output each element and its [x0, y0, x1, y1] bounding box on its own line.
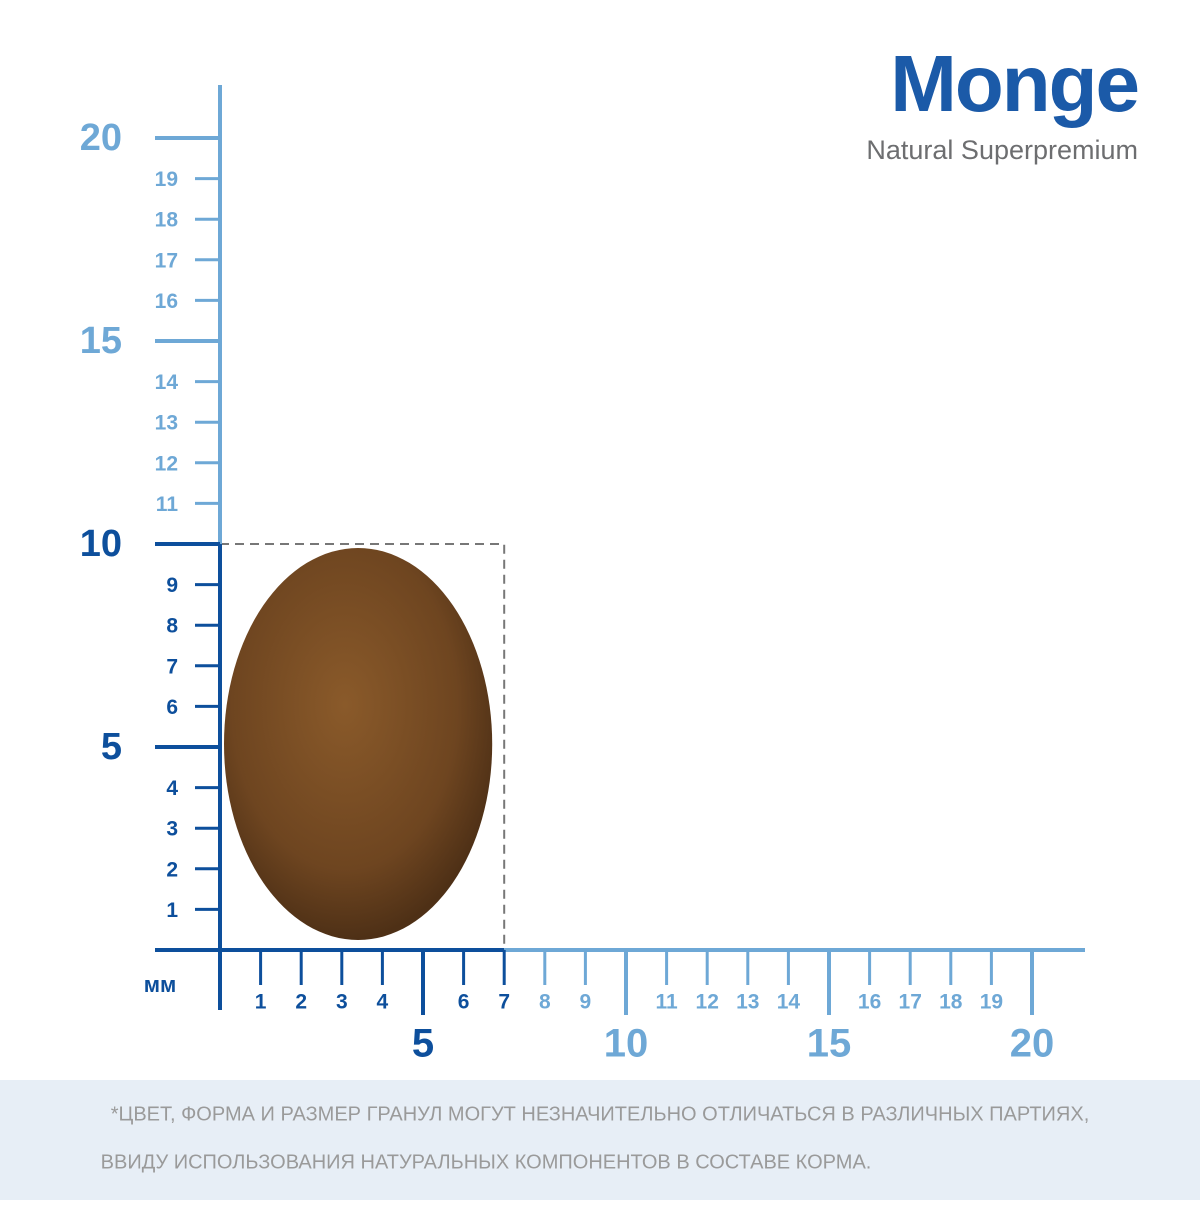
y-tick-label: 13 [155, 412, 178, 435]
y-tick-label: 2 [166, 858, 178, 881]
y-tick-label: 17 [155, 249, 178, 272]
y-tick-label: 1 [166, 899, 178, 922]
x-tick-label: 15 [807, 1022, 852, 1066]
x-tick-label: 14 [777, 991, 801, 1014]
x-tick-label: 7 [498, 991, 510, 1014]
footnote-line: *ЦВЕТ, ФОРМА И РАЗМЕР ГРАНУЛ МОГУТ НЕЗНА… [111, 1103, 1090, 1125]
y-tick-label: 16 [155, 290, 178, 313]
x-tick-label: 8 [539, 991, 551, 1014]
x-tick-label: 11 [655, 991, 678, 1014]
y-tick-label: 9 [166, 574, 178, 597]
y-tick-label: 10 [80, 523, 122, 565]
kibble [224, 548, 493, 940]
unit-label: мм [144, 972, 177, 997]
x-tick-label: 16 [858, 991, 881, 1014]
y-tick-label: 6 [166, 696, 178, 719]
y-tick-label: 3 [166, 818, 178, 841]
x-tick-label: 9 [580, 991, 592, 1014]
x-tick-label: 1 [255, 991, 267, 1014]
x-tick-label: 12 [696, 991, 719, 1014]
x-tick-label: 4 [377, 991, 389, 1014]
x-tick-label: 18 [939, 991, 963, 1014]
y-tick-label: 8 [166, 615, 178, 638]
brand-logo: Monge [890, 39, 1138, 128]
y-tick-label: 7 [166, 655, 178, 678]
y-tick-label: 18 [155, 209, 179, 232]
y-tick-label: 12 [155, 452, 178, 475]
x-tick-label: 10 [604, 1022, 649, 1066]
y-tick-label: 19 [155, 168, 178, 191]
x-tick-label: 2 [295, 991, 307, 1014]
y-tick-label: 20 [80, 117, 122, 159]
y-tick-label: 4 [166, 777, 178, 800]
x-tick-label: 17 [899, 991, 922, 1014]
footnote-line: ВВИДУ ИСПОЛЬЗОВАНИЯ НАТУРАЛЬНЫХ КОМПОНЕН… [101, 1151, 872, 1173]
x-tick-label: 3 [336, 991, 348, 1014]
footer-band [0, 1080, 1200, 1200]
x-tick-label: 20 [1010, 1022, 1055, 1066]
x-tick-label: 13 [736, 991, 759, 1014]
y-tick-label: 11 [156, 493, 179, 516]
x-tick-label: 5 [412, 1022, 434, 1066]
y-tick-label: 14 [155, 371, 179, 394]
y-tick-label: 5 [101, 726, 122, 768]
x-tick-label: 19 [980, 991, 1003, 1014]
brand-tagline: Natural Superpremium [866, 135, 1138, 165]
x-tick-label: 6 [458, 991, 470, 1014]
y-tick-label: 15 [80, 320, 122, 362]
